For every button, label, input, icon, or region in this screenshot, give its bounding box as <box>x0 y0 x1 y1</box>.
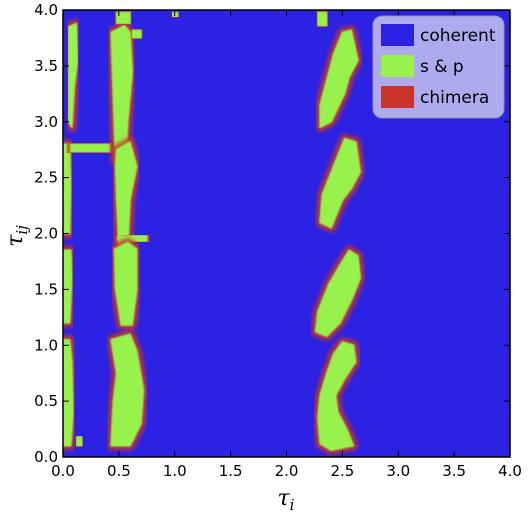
y-tick-label: 0.5 <box>34 392 58 410</box>
region-s-and-p <box>313 337 361 455</box>
region-s-and-p <box>71 432 87 451</box>
y-tick-label: 1.5 <box>34 280 58 298</box>
heatmap-regions <box>63 10 365 455</box>
y-tick-label: 2.0 <box>34 225 58 243</box>
sp-core <box>63 249 73 324</box>
region-s-and-p <box>63 139 76 238</box>
x-axis-label-symbol: τ <box>278 486 291 511</box>
region-s-and-p <box>109 237 142 330</box>
sp-core <box>317 11 328 27</box>
sp-core <box>63 338 74 447</box>
x-tick-label: 0.0 <box>51 462 75 480</box>
legend-swatch <box>381 86 414 108</box>
y-axis-label-subscript: ij <box>13 225 31 235</box>
legend-label: s & p <box>420 57 464 77</box>
legend: coherent s & p chimera <box>372 15 505 119</box>
x-axis-label: τi <box>278 486 295 514</box>
region-s-and-p <box>63 335 78 451</box>
x-axis-label-subscript: i <box>290 496 295 514</box>
sp-core <box>110 333 145 447</box>
y-tick-label: 0.0 <box>34 448 58 466</box>
sp-core <box>314 249 362 338</box>
sp-core <box>319 29 359 129</box>
legend-item: coherent <box>381 24 496 46</box>
region-s-and-p <box>168 10 183 22</box>
x-tick-label: 1.0 <box>163 462 187 480</box>
sp-core <box>63 143 72 235</box>
sp-core <box>317 341 357 452</box>
legend-swatch <box>381 55 414 77</box>
legend-item: chimera <box>381 86 489 108</box>
x-axis: 0.0 0.5 1.0 1.5 2.0 2.5 3.0 3.5 4.0 <box>51 10 522 480</box>
sp-core <box>115 11 131 25</box>
x-tick-label: 2.5 <box>330 462 354 480</box>
sp-core <box>113 241 138 326</box>
region-s-and-p <box>112 10 135 28</box>
region-s-and-p <box>64 18 82 132</box>
y-axis: 0.0 0.5 1.0 1.5 2.0 2.5 3.0 3.5 4.0 <box>34 1 510 466</box>
legend-label: chimera <box>420 88 489 108</box>
y-axis-label-symbol: τ <box>3 234 28 247</box>
region-s-and-p <box>63 245 77 328</box>
sp-core <box>171 11 179 18</box>
y-tick-label: 2.5 <box>34 169 58 187</box>
y-tick-label: 4.0 <box>34 1 58 19</box>
sp-core <box>131 29 142 39</box>
sp-core <box>75 436 83 447</box>
region-s-and-p <box>313 10 332 31</box>
y-axis-label: τij <box>3 225 31 247</box>
x-tick-label: 2.0 <box>275 462 299 480</box>
legend-item: s & p <box>381 55 464 77</box>
x-tick-label: 4.0 <box>498 462 522 480</box>
x-tick-label: 1.5 <box>219 462 243 480</box>
region-s-and-p <box>315 134 365 233</box>
region-s-and-p <box>106 329 148 451</box>
region-s-and-p <box>315 25 363 132</box>
y-tick-label: 3.5 <box>34 57 58 75</box>
x-tick-label: 3.5 <box>442 462 466 480</box>
x-tick-label: 0.5 <box>107 462 131 480</box>
region-s-and-p <box>127 25 146 43</box>
sp-core <box>70 143 111 153</box>
y-tick-label: 1.0 <box>34 336 58 354</box>
region-s-and-p <box>311 245 365 341</box>
legend-label: coherent <box>420 26 496 46</box>
y-tick-label: 3.0 <box>34 113 58 131</box>
region-s-and-p <box>66 139 115 157</box>
region-s-and-p <box>113 231 152 246</box>
sp-core <box>319 137 362 229</box>
x-tick-label: 3.0 <box>386 462 410 480</box>
legend-swatch <box>381 24 414 46</box>
